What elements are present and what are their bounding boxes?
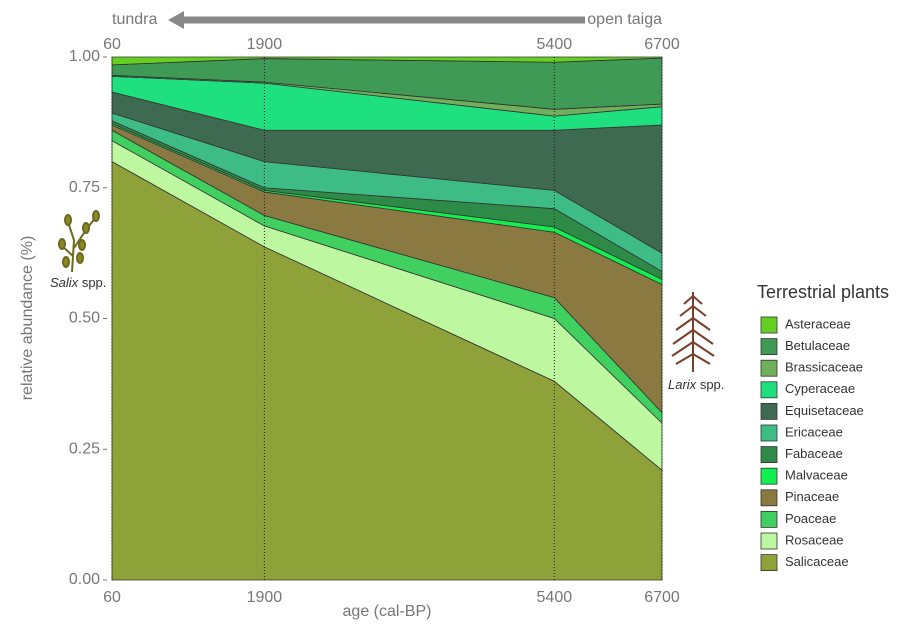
legend-title: Terrestrial plants xyxy=(757,282,889,302)
x-axis-label: age (cal-BP) xyxy=(343,603,432,620)
legend-label: Poaceae xyxy=(785,511,836,526)
salix-label: Salix spp. xyxy=(50,275,106,290)
legend-label: Fabaceae xyxy=(785,446,843,461)
y-tick-label: 0.75 xyxy=(69,179,100,196)
legend-label: Pinaceae xyxy=(785,489,839,504)
arrow-head xyxy=(168,11,184,29)
salix-icon xyxy=(59,211,99,272)
legend-swatch xyxy=(761,490,777,506)
legend-swatch xyxy=(761,447,777,463)
y-tick-label: 1.00 xyxy=(69,48,100,65)
top-tick-label: 60 xyxy=(103,36,121,53)
legend-label: Asteraceae xyxy=(785,316,851,331)
larix-label: Larix spp. xyxy=(668,377,724,392)
taiga-label: open taiga xyxy=(587,11,662,28)
legend-label: Rosaceae xyxy=(785,532,844,547)
plot-area xyxy=(112,57,662,580)
larix-genus: Larix xyxy=(668,377,697,392)
legend-swatch xyxy=(761,382,777,398)
legend-swatch xyxy=(761,339,777,355)
x-tick-label: 60 xyxy=(103,589,121,606)
x-tick-label: 6700 xyxy=(644,589,680,606)
legend-swatch xyxy=(761,317,777,333)
x-tick-label: 5400 xyxy=(537,589,573,606)
legend-swatch xyxy=(761,403,777,419)
legend-label: Salicaceae xyxy=(785,554,849,569)
y-tick-label: 0.00 xyxy=(69,571,100,588)
legend-label: Malvaceae xyxy=(785,468,848,483)
legend-swatch xyxy=(761,468,777,484)
legend: Asteraceae Betulaceae Brassicaceae Cyperace… xyxy=(761,316,864,570)
legend-label: Equisetaceae xyxy=(785,403,864,418)
top-tick-label: 5400 xyxy=(537,36,573,53)
legend-label: Cyperaceae xyxy=(785,381,855,396)
legend-label: Ericaceae xyxy=(785,424,843,439)
legend-swatch xyxy=(761,425,777,441)
larix-suffix: spp. xyxy=(700,377,725,392)
legend-swatch xyxy=(761,533,777,549)
legend-label: Betulaceae xyxy=(785,338,850,353)
tundra-label: tundra xyxy=(112,11,157,28)
top-tick-label: 6700 xyxy=(644,36,680,53)
y-axis-label: relative abundance (%) xyxy=(19,236,36,401)
legend-label: Brassicaceae xyxy=(785,360,863,375)
salix-genus: Salix xyxy=(50,275,79,290)
chart: tundra open taiga relative abundance (%)… xyxy=(0,0,912,627)
salix-suffix: spp. xyxy=(82,275,107,290)
legend-swatch xyxy=(761,360,777,376)
legend-swatch xyxy=(761,555,777,571)
y-tick-label: 0.25 xyxy=(69,440,100,457)
x-tick-label: 1900 xyxy=(247,589,283,606)
top-tick-label: 1900 xyxy=(247,36,283,53)
legend-swatch xyxy=(761,511,777,527)
larix-icon xyxy=(672,292,714,372)
y-tick-label: 0.50 xyxy=(69,310,100,327)
